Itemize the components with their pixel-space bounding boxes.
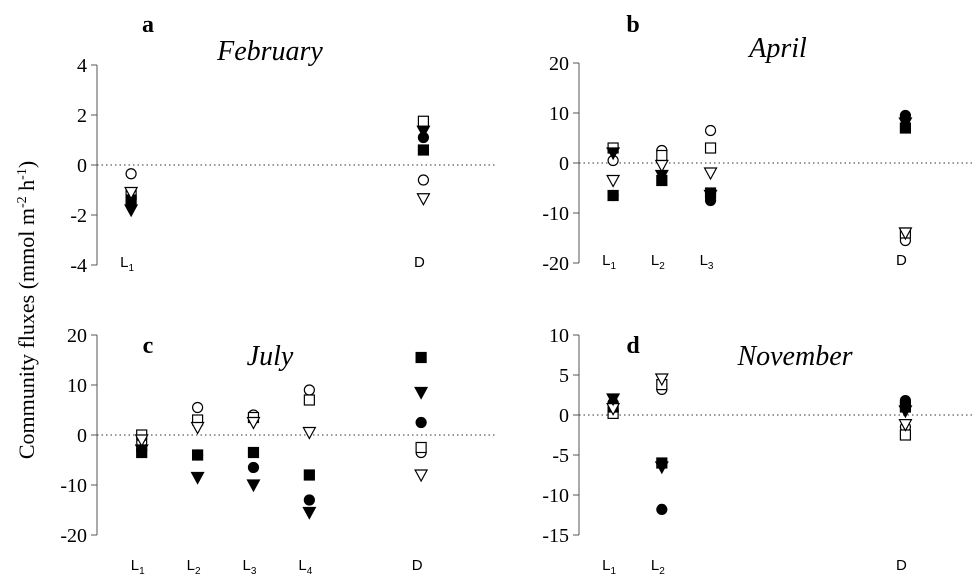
y-tick-label: -20 (60, 525, 87, 547)
y-tick-label: -2 (70, 205, 87, 227)
y-tick-label: 0 (77, 425, 87, 447)
data-point-filled-triangle (246, 479, 261, 493)
data-point-open-circle (303, 384, 315, 396)
data-point-filled-triangle (190, 471, 205, 485)
data-point-open-triangle (898, 227, 913, 241)
panel-title: February (216, 36, 323, 67)
data-point-open-triangle (414, 469, 429, 483)
y-tick-label: 2 (77, 105, 87, 127)
data-point-filled-triangle (302, 506, 317, 520)
data-point-open-triangle (416, 193, 431, 207)
y-tick-label: 0 (559, 153, 569, 175)
y-tick-label: -10 (60, 475, 87, 497)
category-label: D (896, 557, 907, 574)
data-point-filled-square (415, 351, 427, 364)
data-point-open-triangle (190, 421, 205, 435)
data-point-filled-triangle (416, 125, 431, 139)
data-point-open-triangle (302, 426, 317, 440)
data-point-open-triangle (124, 186, 139, 200)
panel-title: November (736, 341, 852, 372)
y-tick-label: -10 (542, 485, 569, 507)
data-point-open-triangle (898, 419, 913, 432)
category-label: L2 (187, 557, 201, 577)
data-point-open-square (303, 394, 315, 406)
data-point-open-square (415, 441, 427, 454)
data-point-filled-triangle (606, 147, 621, 161)
data-point-filled-square (303, 469, 315, 481)
data-point-filled-square (247, 446, 260, 459)
panel-letter: a (142, 12, 154, 38)
y-tick-label: 0 (559, 405, 569, 427)
data-point-open-triangle (654, 159, 669, 173)
y-tick-label: -5 (552, 445, 569, 467)
panel-letter: b (626, 12, 639, 38)
category-label: D (896, 252, 907, 269)
y-tick-label: 10 (549, 103, 569, 125)
data-point-filled-triangle (414, 386, 429, 400)
data-point-open-triangle (703, 167, 718, 181)
data-point-open-square (704, 142, 717, 154)
category-label: L1 (602, 557, 616, 577)
category-label: D (412, 557, 423, 574)
panel-letter: c (143, 333, 154, 359)
data-point-filled-square (191, 449, 204, 461)
data-point-filled-circle (415, 416, 427, 429)
data-point-open-triangle (606, 174, 621, 188)
y-tick-label: 0 (77, 155, 87, 177)
y-tick-label: 5 (559, 365, 569, 387)
category-label: L1 (120, 254, 134, 274)
panel-title: July (247, 341, 294, 372)
y-tick-label: 4 (77, 55, 87, 77)
data-point-filled-circle (656, 503, 668, 515)
data-point-filled-triangle (134, 444, 149, 458)
data-point-open-circle (704, 124, 717, 137)
y-tick-label: 10 (67, 375, 87, 397)
y-tick-label: -10 (542, 203, 569, 225)
category-label: L2 (651, 557, 665, 577)
data-point-open-circle (191, 401, 204, 414)
category-label: D (414, 254, 425, 271)
category-label: L2 (651, 252, 665, 272)
data-point-filled-square (607, 189, 619, 202)
data-point-filled-triangle (703, 189, 718, 203)
data-point-filled-triangle (124, 204, 139, 218)
data-point-open-circle (417, 174, 430, 186)
y-tick-label: 10 (549, 325, 569, 347)
panel-a: 4 2 0 -2 -4 a February L1 D (70, 12, 497, 277)
data-point-filled-circle (247, 461, 260, 474)
category-label: L4 (298, 557, 312, 577)
panel-title: April (747, 33, 807, 64)
data-point-open-triangle (134, 434, 149, 448)
data-point-filled-square (417, 144, 430, 156)
y-tick-label: -15 (542, 525, 569, 547)
data-point-filled-triangle (898, 405, 913, 419)
y-tick-label: -20 (542, 253, 569, 275)
data-point-filled-triangle (606, 393, 621, 407)
data-point-open-triangle (246, 416, 261, 430)
category-label: L1 (602, 252, 616, 272)
y-tick-label: 20 (67, 325, 87, 347)
panel-d: 10 5 0 -5 -10 -15 d November L1 L2 D (542, 325, 975, 577)
data-point-open-triangle (654, 373, 669, 387)
category-label: L1 (131, 557, 145, 577)
panel-b: 20 10 0 -10 -20 b April L1 L2 L3 D (542, 12, 975, 275)
data-point-open-circle (125, 168, 137, 180)
y-axis-label: Community fluxes (mmol m-2 h-1) (14, 161, 39, 459)
data-point-filled-circle (303, 494, 315, 506)
y-tick-label: -4 (70, 255, 87, 277)
data-point-open-square (417, 115, 430, 127)
panel-c: 20 10 0 -10 -20 c July L1 L2 L3 L4 D (60, 325, 497, 577)
panel-letter: d (626, 333, 640, 359)
category-label: L3 (243, 557, 257, 577)
data-point-filled-triangle (654, 169, 669, 183)
y-tick-label: 20 (549, 53, 569, 75)
data-point-open-square (656, 149, 668, 162)
category-label: L3 (700, 252, 714, 272)
data-point-filled-triangle (654, 461, 669, 475)
data-point-filled-triangle (898, 117, 913, 131)
